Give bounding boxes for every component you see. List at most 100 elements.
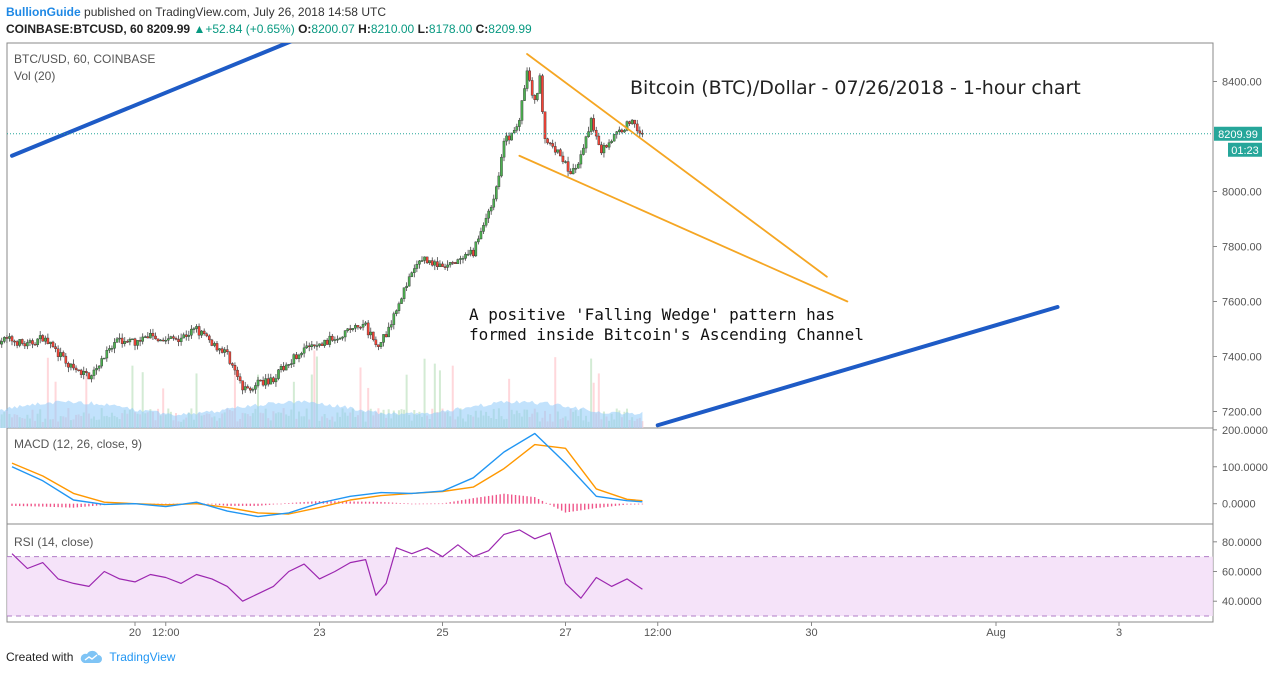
candle-body [592, 118, 595, 131]
volume-bar [438, 370, 441, 428]
candle-body [395, 310, 398, 314]
y-tick-label: 100.0000 [1222, 462, 1268, 474]
macd-histogram-bar [549, 503, 551, 505]
candle-body [346, 328, 349, 331]
candle-body [187, 334, 191, 337]
volume-bar [423, 358, 426, 428]
candle-body [553, 146, 557, 153]
candle-body [115, 338, 119, 343]
signal-line [11, 443, 643, 515]
tradingview-link[interactable]: TradingView [109, 650, 176, 664]
macd-histogram-bar [92, 503, 94, 507]
annotation-line-1: A positive 'Falling Wedge' pattern has [469, 305, 835, 324]
macd-histogram-bar [245, 503, 248, 506]
macd-histogram-bar [376, 501, 378, 504]
candle-body [392, 313, 396, 325]
candle-body [633, 119, 636, 125]
publisher-link[interactable]: BullionGuide [6, 5, 81, 19]
volume-bar [141, 372, 144, 428]
candlesticks[interactable] [0, 67, 644, 395]
last-price-tag [1214, 126, 1262, 141]
trendlines[interactable] [10, 5, 1060, 428]
candle-body [451, 262, 455, 264]
macd-histogram-bar [284, 503, 286, 504]
candle-body [41, 335, 45, 342]
candle-body [56, 348, 60, 357]
candle-body [195, 326, 198, 329]
volume-bar [257, 374, 259, 428]
candle-body [423, 256, 426, 261]
candle-body [295, 354, 298, 359]
chart-title: Bitcoin (BTC)/Dollar - 07/26/2018 - 1-ho… [630, 77, 1081, 99]
macd-histogram-bar [238, 503, 240, 506]
channel-upper-line [10, 43, 293, 158]
created-with-label: Created with [6, 650, 74, 664]
axes: 8400.00 8000.00 7800.00 7600.00 7400.00 7200.… [129, 77, 1268, 640]
macd-histogram-bar [626, 503, 628, 505]
candle-body [628, 121, 631, 124]
macd-histogram-bar [353, 501, 355, 504]
candle-body [118, 337, 121, 340]
candle-body [23, 343, 27, 347]
candle-body [487, 210, 490, 219]
price-change: +52.84 (+0.65%) [205, 22, 295, 36]
candle-body [446, 264, 449, 268]
candle-body [410, 272, 414, 277]
macd-histogram-bar [603, 503, 605, 508]
candle-body [461, 258, 465, 260]
candle-body [33, 343, 37, 346]
candle-body [548, 142, 552, 145]
candle-body [233, 365, 237, 371]
candle-body [249, 387, 252, 391]
macd-histogram-bar [22, 503, 25, 507]
candle-body [500, 156, 503, 177]
candle-body [328, 335, 332, 345]
candle-body [300, 352, 303, 356]
macd-lines [11, 432, 644, 518]
close-value: 8209.99 [488, 22, 532, 36]
candle-body [533, 95, 537, 100]
macd-histogram-bar [434, 503, 436, 505]
candle-body [523, 88, 526, 101]
candle-body [482, 225, 485, 232]
candle-body [507, 135, 511, 141]
candle-body [577, 163, 580, 169]
macd-histogram-bar [57, 503, 59, 508]
candle-body [454, 262, 457, 264]
macd-histogram-bar [507, 494, 509, 504]
candle-body [126, 341, 129, 343]
y-tick-label: 8000.00 [1222, 187, 1262, 199]
countdown-tag [1228, 142, 1262, 157]
candle-body [438, 263, 442, 268]
macd-histogram-bar [568, 503, 571, 512]
macd-histogram-bar [584, 503, 586, 510]
candle-body [167, 338, 170, 341]
candle-body [474, 241, 478, 257]
candle-body [361, 323, 365, 328]
candle-body [26, 342, 29, 347]
volume-label: Vol (20) [14, 69, 55, 83]
macd-histogram-bar [591, 503, 594, 509]
low-label: L: [417, 22, 429, 36]
candle-body [512, 130, 516, 134]
candle-body [520, 100, 524, 121]
macd-histogram-bar [368, 501, 371, 504]
candle-body [215, 343, 219, 351]
macd-histogram-bar [215, 503, 217, 505]
y-tick-label: 7800.00 [1222, 242, 1262, 254]
candle-body [241, 380, 244, 391]
macd-histogram-bar [68, 503, 71, 508]
macd-histogram-bar [257, 503, 259, 506]
candle-body [415, 264, 419, 269]
candle-body [159, 339, 162, 342]
countdown-text: 01:23 [1231, 145, 1259, 157]
macd-histogram-bar [307, 501, 309, 504]
candle-body [243, 386, 247, 391]
macd-histogram-bar [522, 495, 524, 504]
macd-histogram-bar [491, 495, 494, 504]
macd-histogram-bar [211, 503, 213, 505]
candle-body [538, 75, 542, 94]
candle-body [236, 369, 239, 377]
candle-body [190, 328, 193, 336]
